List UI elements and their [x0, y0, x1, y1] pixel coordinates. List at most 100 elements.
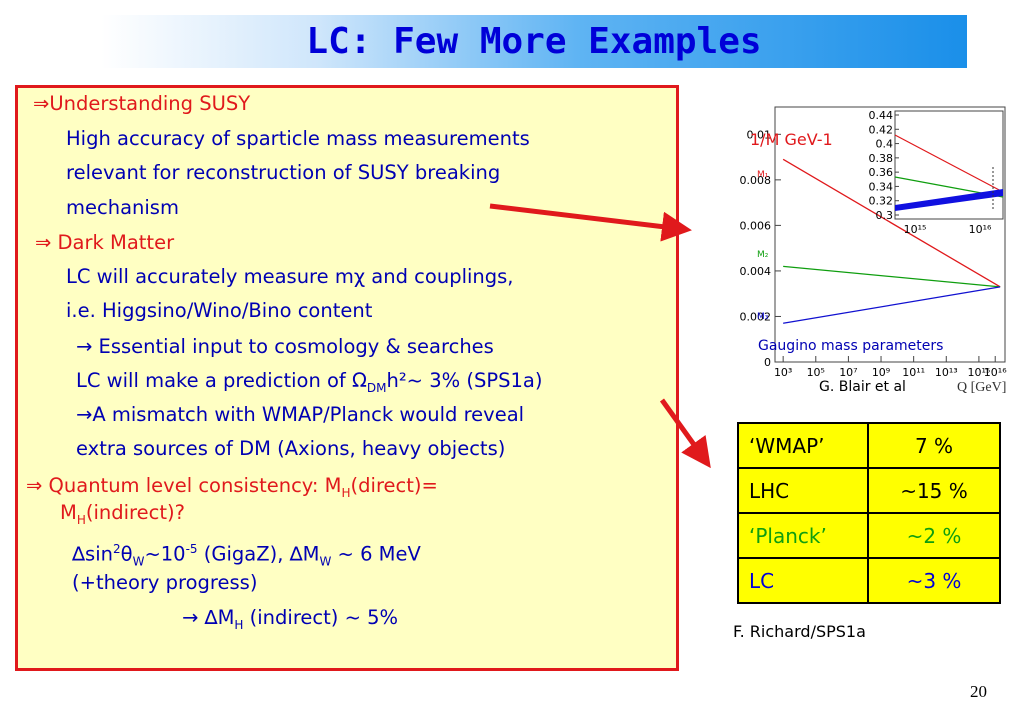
table-cell-value: ~15 % — [867, 467, 1001, 514]
inset-y-tick-label: 0.4 — [876, 138, 894, 151]
dm-line-2: i.e. Higgsino/Wino/Bino content — [66, 299, 373, 322]
x-tick-label: 10⁵ — [807, 366, 825, 379]
ql-heading-b: (direct)= — [350, 474, 438, 497]
ql-heading2-a: M — [60, 501, 77, 524]
main-content-box — [15, 85, 679, 671]
susy-line-2: relevant for reconstruction of SUSY brea… — [66, 161, 501, 184]
chart-annotation: Gaugino mass parameters — [758, 338, 943, 354]
inset-y-tick-label: 0.36 — [869, 166, 894, 179]
gaugino-chart: 0 0.002 0.004 0.006 0.008 0.01 10³ 10⁵ 10⁷ 10⁹ 10… — [740, 106, 1007, 395]
chart-y-label: 1/M GeV-1 — [750, 130, 833, 149]
y-tick-label: 0.002 — [740, 310, 772, 323]
ql-1sup2: -5 — [185, 542, 198, 556]
ql-heading2-b: (indirect)? — [85, 501, 185, 524]
susy-heading: ⇒Understanding SUSY — [33, 92, 251, 115]
ql-3sub: H — [234, 617, 244, 632]
ql-heading2-sub: H — [76, 512, 86, 527]
arrow-to-chart — [489, 203, 692, 242]
table-cell-value: ~2 % — [867, 512, 1001, 559]
chart-inset: 0.440.42 0.40.380.360.34 0.320.3 10¹⁵ 10¹⁶ — [869, 109, 1004, 236]
ql-1e: ~ 6 MeV — [331, 542, 421, 566]
inset-x-tick-label: 10¹⁵ — [904, 223, 927, 236]
ql-3a: → ∆M — [182, 606, 235, 629]
table-cell-label: LHC — [737, 467, 869, 514]
inset-band-m3 — [895, 189, 1003, 211]
ql-1d: (GigaZ), ∆M — [197, 542, 320, 566]
inset-y-tick-label: 0.42 — [869, 123, 894, 136]
label-m3: M₃ — [757, 312, 769, 322]
precision-table-body: ‘WMAP’ 7 % LHC ~15 % ‘Planck’ ~2 % LC ~3 % — [737, 422, 1001, 604]
series-line-m3 — [783, 286, 1001, 324]
ql-heading-2: MH(indirect)? — [60, 501, 185, 532]
dm-line-5: →A mismatch with WMAP/Planck would revea… — [76, 403, 525, 426]
title-bar — [101, 15, 967, 68]
table-cell-value: 7 % — [867, 422, 1001, 469]
ql-1c: ~10 — [144, 542, 186, 566]
table-row: ‘WMAP’ 7 % — [737, 422, 1001, 469]
y-tick-label: 0.004 — [740, 265, 772, 278]
ql-line-3: → ∆MH (indirect) ~ 5% — [182, 606, 398, 637]
chart-lines — [782, 158, 1001, 324]
series-line-m1 — [782, 158, 1001, 288]
ql-heading-a: ⇒ Quantum level consistency: M — [26, 474, 342, 497]
page-number: 20 — [970, 682, 987, 701]
dm-line-1: LC will accurately measure mχ and coupli… — [66, 265, 514, 288]
table-row: LHC ~15 % — [737, 467, 1001, 514]
chart-frame — [774, 106, 1006, 363]
dm-heading: ⇒ Dark Matter — [35, 231, 175, 254]
x-tick-label: 10¹⁶ — [984, 366, 1007, 379]
inset-x-tick-label: 10¹⁶ — [969, 223, 992, 236]
dm-line-4-a: LC will make a prediction of Ω — [76, 369, 367, 392]
inset-y-tick-label: 0.44 — [869, 109, 894, 122]
table-cell-value: ~3 % — [867, 557, 1001, 604]
label-m2: M₂ — [757, 250, 769, 260]
y-tick-label: 0.01 — [747, 128, 772, 141]
susy-line-3: mechanism — [66, 196, 179, 219]
table-row: LC ~3 % — [737, 557, 1001, 604]
ql-line-2: (+theory progress) — [72, 571, 258, 594]
ql-heading: ⇒ Quantum level consistency: MH(direct)= — [26, 474, 438, 505]
inset-y-tick-label: 0.3 — [876, 209, 894, 222]
label-m1: M₁ — [757, 170, 769, 180]
inset-line-m1 — [894, 134, 1004, 193]
ql-1b: θ — [120, 542, 133, 566]
ql-3b: (indirect) ~ 5% — [243, 606, 399, 629]
inset-frame — [894, 110, 1004, 220]
susy-line-1: High accuracy of sparticle mass measurem… — [66, 127, 530, 150]
inset-y-tick-label: 0.32 — [869, 195, 894, 208]
ql-line-1: ∆sin2θW~10-5 (GigaZ), ∆MW ~ 6 MeV — [72, 537, 421, 573]
chart-y-ticks: 0 0.002 0.004 0.006 0.008 0.01 — [740, 128, 781, 369]
chart-plot-area — [774, 106, 1006, 363]
x-tick-label: 10³ — [774, 366, 792, 379]
table-credit: F. Richard/SPS1a — [733, 622, 866, 641]
dm-line-6: extra sources of DM (Axions, heavy objec… — [76, 437, 506, 460]
chart-credit: G. Blair et al — [819, 379, 906, 395]
x-tick-label: 10⁹ — [872, 366, 890, 379]
x-tick-label: 10⁷ — [839, 366, 857, 379]
precision-table: ‘WMAP’ 7 % LHC ~15 % ‘Planck’ ~2 % LC ~3 % — [737, 422, 1001, 604]
series-line-m2 — [783, 265, 1001, 288]
x-tick-label: 10¹¹ — [902, 366, 925, 379]
inset-y-tick-label: 0.38 — [869, 152, 894, 165]
slide-title: LC: Few More Examples — [306, 21, 762, 62]
dm-line-3: → Essential input to cosmology & searche… — [76, 335, 494, 358]
table-row: ‘Planck’ ~2 % — [737, 512, 1001, 559]
ql-1sub: W — [132, 554, 145, 569]
y-tick-label: 0 — [764, 356, 771, 369]
y-tick-label: 0.006 — [740, 219, 772, 232]
ql-1a: ∆sin — [72, 542, 113, 566]
y-tick-label: 0.008 — [740, 174, 772, 187]
dm-line-4-sub: DM — [366, 380, 387, 395]
dm-line-4-b: h²~ 3% (SPS1a) — [386, 369, 543, 392]
dm-line-4: LC will make a prediction of ΩDMh²~ 3% (… — [76, 369, 542, 400]
ql-1sup: 2 — [112, 542, 121, 556]
arrow-to-table — [659, 398, 711, 469]
table-cell-label: ‘Planck’ — [737, 512, 869, 559]
ql-heading-sub: H — [341, 485, 351, 500]
table-cell-label: LC — [737, 557, 869, 604]
inset-y-tick-label: 0.34 — [869, 180, 894, 193]
x-tick-label: 10¹³ — [935, 366, 958, 379]
table-cell-label: ‘WMAP’ — [737, 422, 869, 469]
